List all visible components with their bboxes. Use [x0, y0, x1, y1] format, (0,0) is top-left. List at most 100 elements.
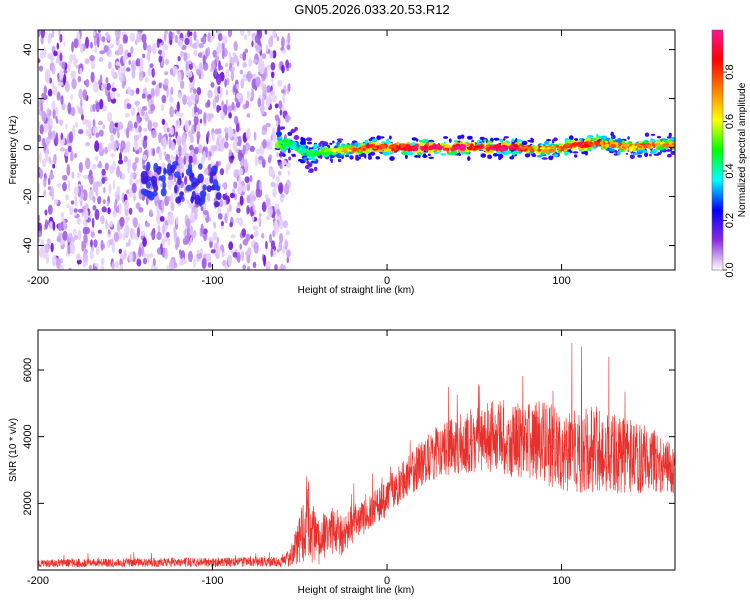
spectrogram-signal-cell [657, 135, 661, 139]
spectrogram-x-tick-label: -200 [27, 275, 49, 287]
spectrogram-noise-cell [82, 174, 88, 180]
spectrogram-noise-cell [45, 152, 49, 163]
spectrogram-signal-cell [505, 150, 512, 155]
spectrogram-noise-cell [246, 113, 251, 118]
spectrogram-cluster-cell [163, 167, 167, 175]
spectrogram-signal-cell [301, 144, 306, 148]
spectrogram-noise-cell [179, 51, 185, 57]
spectrogram-signal-cell [427, 150, 434, 154]
spectrogram-signal-cell [666, 136, 671, 139]
spectrogram-signal-cell [370, 151, 376, 156]
spectrogram-noise-cell [261, 201, 267, 213]
spectrogram-noise-cell [203, 168, 209, 176]
spectrogram-noise-cell [43, 142, 47, 151]
spectrogram-signal-cell [337, 158, 342, 162]
spectrogram-noise-cell [179, 39, 184, 49]
spectrogram-noise-cell [236, 92, 242, 100]
spectrogram-noise-cell [267, 64, 270, 70]
spectrogram-noise-cell [158, 148, 162, 161]
spectrogram-noise-cell [219, 199, 224, 208]
snr-y-tick-label: 2000 [22, 491, 34, 515]
spectrogram-noise-cell [107, 61, 112, 70]
spectrogram-noise-cell [106, 34, 111, 42]
spectrogram-signal-cell [583, 143, 590, 148]
spectrogram-noise-cell [233, 115, 239, 125]
spectrogram-noise-cell [192, 62, 195, 68]
spectrogram-noise-cell [227, 30, 233, 38]
spectrogram-noise-cell [194, 211, 198, 220]
spectrogram-noise-cell [141, 33, 147, 43]
spectrogram-noise-cell [251, 215, 255, 222]
spectrogram-noise-cell [246, 266, 251, 270]
spectrogram-signal-cell [277, 138, 283, 141]
spectrogram-noise-cell [196, 87, 202, 96]
spectrogram-noise-cell [38, 183, 41, 194]
spectrogram-noise-cell [175, 119, 180, 125]
spectrogram-noise-cell [168, 30, 173, 41]
spectrogram-noise-cell [144, 77, 149, 83]
spectrogram-noise-cell [166, 231, 170, 238]
spectrogram-noise-cell [151, 67, 155, 78]
spectrogram-noise-cell [258, 55, 263, 66]
spectrogram-signal-cell [331, 148, 338, 153]
spectrogram-noise-cell [117, 121, 123, 130]
spectrogram-noise-cell [97, 30, 101, 34]
spectrogram-noise-cell [231, 101, 235, 111]
spectrogram-noise-cell [78, 107, 84, 115]
spectrogram-noise-cell [68, 61, 71, 73]
spectrogram-signal-cell [427, 153, 431, 156]
spectrogram-noise-cell [267, 156, 272, 164]
spectrogram-signal-cell [380, 144, 387, 150]
spectrogram-cluster-cell [194, 194, 201, 205]
spectrogram-noise-cell [185, 60, 189, 73]
spectrogram-noise-cell [60, 211, 64, 219]
spectrogram-noise-cell [89, 55, 95, 62]
spectrogram-noise-cell [249, 145, 255, 152]
spectrogram-noise-cell [166, 127, 170, 133]
spectrogram-noise-cell [164, 247, 168, 260]
spectrogram-noise-cell [270, 247, 274, 258]
spectrogram-noise-cell [97, 181, 103, 187]
spectrogram-signal-cell [310, 160, 317, 164]
spectrogram-noise-cell [264, 30, 268, 35]
spectrogram-noise-cell [258, 156, 264, 161]
spectrogram-noise-cell [253, 241, 259, 254]
spectrogram-noise-cell [60, 132, 64, 140]
spectrogram-signal-cell [568, 135, 574, 141]
spectrogram-noise-cell [59, 33, 63, 43]
spectrogram-noise-cell [56, 235, 61, 243]
spectrogram-noise-cell [281, 49, 287, 54]
spectrogram-noise-cell [92, 81, 99, 93]
spectrogram-noise-cell [206, 113, 212, 122]
spectrogram-signal-cell [275, 131, 283, 137]
spectrogram-noise-cell [259, 180, 262, 191]
spectrogram-noise-cell [125, 242, 129, 247]
spectrogram-signal-cell [524, 153, 531, 158]
spectrogram-noise-cell [158, 55, 163, 63]
spectrogram-signal-cell [382, 151, 389, 156]
spectrogram-noise-cell [214, 128, 220, 135]
spectrogram-signal-cell [436, 145, 442, 148]
spectrogram-noise-cell [170, 201, 175, 212]
spectrogram-signal-cell [480, 153, 487, 158]
spectrogram-noise-cell [246, 184, 250, 192]
spectrogram-signal-cell [625, 152, 629, 155]
spectrogram-signal-cell [649, 153, 652, 157]
spectrogram-noise-cell [109, 164, 115, 174]
spectrogram-noise-cell [193, 258, 196, 269]
spectrogram-noise-cell [92, 266, 98, 270]
spectrogram-noise-cell [245, 100, 250, 109]
spectrogram-noise-cell [242, 264, 246, 270]
spectrogram-noise-cell [244, 48, 249, 54]
spectrogram-noise-cell [138, 125, 142, 133]
spectrogram-noise-cell [233, 169, 239, 179]
snr-y-axis-label: SNR (10 * v/v) [8, 418, 19, 482]
spectrogram-signal-cell [516, 139, 523, 143]
spectrogram-noise-cell [197, 144, 203, 154]
spectrogram-noise-cell [134, 157, 139, 164]
spectrogram-noise-cell [180, 80, 185, 90]
spectrogram-signal-cell [282, 139, 287, 143]
spectrogram-signal-cell [487, 154, 493, 160]
spectrogram-noise-cell [119, 171, 123, 180]
spectrogram-noise-cell [62, 182, 67, 192]
